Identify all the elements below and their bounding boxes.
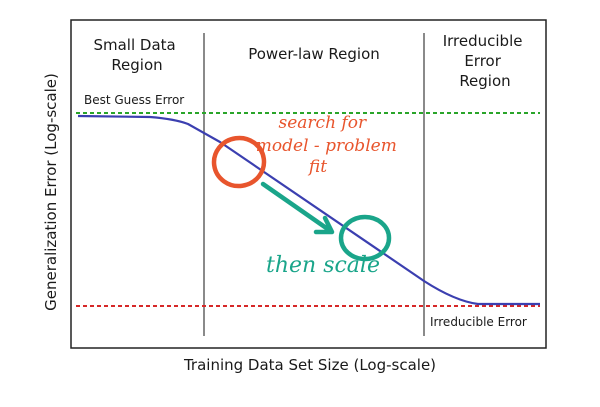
scale-annotation-text: then scale <box>266 253 380 278</box>
search-annotation-text: search for model - problem fit <box>256 113 402 177</box>
plot-frame <box>70 19 547 349</box>
region-title-small-data: Small Data Region <box>93 36 180 74</box>
x-axis-label: Training Data Set Size (Log-scale) <box>183 356 436 374</box>
region-title-irreducible: Irreducible Error Region <box>443 32 528 90</box>
search-circle-annotation <box>211 135 267 189</box>
irreducible-error-label: Irreducible Error <box>430 315 527 329</box>
scale-circle-annotation <box>338 214 392 262</box>
learning-curve <box>77 114 540 306</box>
scale-arrow-annotation <box>260 181 335 235</box>
y-axis-label: Generalization Error (Log-scale) <box>42 73 60 311</box>
best-guess-error-label: Best Guess Error <box>84 93 184 107</box>
region-title-power-law: Power-law Region <box>248 45 380 63</box>
